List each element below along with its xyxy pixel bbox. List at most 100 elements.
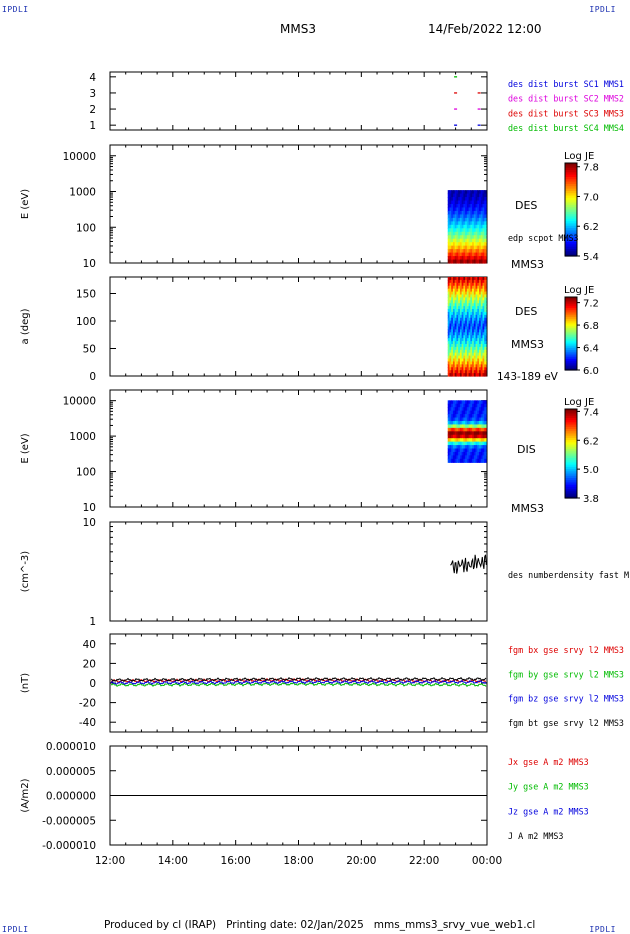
heatmap-cell — [463, 361, 466, 365]
panel-frame-4 — [109, 389, 488, 508]
heatmap-cell — [475, 320, 478, 325]
heatmap-cell — [465, 252, 468, 257]
heatmap-cell — [482, 343, 485, 348]
des-energy-spacecraft: MMS3 — [511, 258, 544, 271]
heatmap-cell — [449, 309, 452, 313]
heatmap-cell — [449, 332, 452, 336]
colorbar-segment — [565, 183, 577, 187]
heatmap-cell — [447, 193, 451, 198]
legend-bfield-4: fgm bt gse srvy l2 MMS3 — [508, 718, 624, 728]
heatmap-cell — [466, 445, 470, 450]
heatmap-cell — [449, 221, 452, 226]
heatmap-cell — [477, 193, 480, 198]
heatmap-cell — [468, 329, 471, 333]
heatmap-cell — [477, 431, 480, 436]
heatmap-cell — [473, 297, 477, 301]
heatmap-cell — [456, 217, 459, 222]
heatmap-cell — [480, 341, 484, 345]
heatmap-cell — [468, 320, 471, 325]
heatmap-cell — [452, 190, 456, 195]
heatmap-cell — [473, 314, 477, 319]
heatmap-cell — [452, 427, 456, 432]
heatmap-cell — [456, 361, 459, 365]
heatmap-cell — [477, 320, 480, 325]
heatmap-cell — [458, 420, 461, 426]
heatmap-cell — [456, 300, 459, 304]
colorbar-segment — [565, 451, 577, 455]
heatmap-cell — [470, 204, 473, 209]
heatmap-cell — [451, 309, 454, 313]
heatmap-cell — [468, 407, 471, 412]
colorbar-tick-label: 7.4 — [583, 407, 599, 418]
heatmap-cell — [484, 207, 487, 212]
density-trace — [450, 554, 487, 574]
legend-current-1: Jx gse A m2 MMS3 — [508, 757, 589, 767]
heatmap-cell — [472, 431, 475, 436]
heatmap-cell — [449, 323, 452, 328]
x-tick-label: 16:00 — [221, 855, 251, 867]
heatmap-cell — [482, 417, 485, 422]
heatmap-cell — [454, 317, 458, 322]
colorbar-segment — [565, 331, 577, 335]
heatmap-cell — [477, 238, 480, 243]
colorbar-segment — [565, 346, 577, 349]
heatmap-cell — [451, 320, 454, 325]
heatmap-cell — [458, 417, 461, 422]
heatmap-cell — [484, 306, 487, 310]
heatmap-cell — [479, 311, 482, 316]
heatmap-cell — [456, 221, 459, 226]
colorbar-segment — [565, 464, 577, 468]
heatmap-cell — [447, 373, 451, 377]
colorbar-segment — [565, 482, 577, 486]
heatmap-cell — [479, 285, 482, 290]
heatmap-cell — [465, 217, 468, 222]
heatmap-cell — [454, 370, 458, 374]
heatmap-cell — [468, 197, 471, 202]
heatmap-cell — [470, 297, 473, 301]
heatmap-cell — [480, 349, 484, 354]
heatmap-cell — [465, 349, 468, 354]
heatmap-cell — [463, 420, 466, 426]
heatmap-cell — [468, 414, 471, 419]
heatmap-cell — [468, 252, 471, 257]
colorbar-segment — [565, 223, 577, 227]
heatmap-cell — [470, 343, 473, 348]
heatmap-cell — [449, 231, 452, 236]
heatmap-cell — [461, 282, 464, 287]
colorbar-segment — [565, 304, 577, 307]
heatmap-cell — [482, 370, 485, 374]
heatmap-cell — [449, 410, 452, 415]
heatmap-cell — [477, 343, 480, 348]
heatmap-cell — [459, 228, 463, 233]
heatmap-cell — [449, 338, 452, 342]
heatmap-cell — [459, 367, 463, 371]
heatmap-cell — [477, 190, 480, 195]
heatmap-cell — [454, 294, 458, 298]
heatmap-cell — [452, 235, 456, 240]
heatmap-cell — [480, 361, 484, 365]
heatmap-cell — [458, 400, 461, 405]
colorbar-segment — [565, 349, 577, 353]
heatmap-cell — [482, 221, 485, 226]
heatmap-cell — [456, 427, 459, 432]
heatmap-cell — [472, 309, 475, 313]
heatmap-cell — [451, 210, 454, 216]
y-axis-label-7: (A/m2) — [20, 778, 31, 812]
heatmap-cell — [454, 303, 458, 307]
heatmap-cell — [454, 335, 458, 339]
heatmap-cell — [482, 420, 485, 426]
heatmap-cell — [458, 197, 461, 202]
colorbar-segment — [565, 411, 577, 415]
heatmap-cell — [472, 445, 475, 450]
heatmap-cell — [470, 200, 473, 205]
heatmap-cell — [459, 458, 463, 463]
heatmap-cell — [458, 370, 461, 374]
heatmap-cell — [459, 341, 463, 345]
header-spacecraft: MMS3 — [280, 22, 316, 36]
heatmap-cell — [477, 259, 480, 264]
heatmap-cell — [449, 361, 452, 365]
heatmap-cell — [454, 279, 458, 284]
heatmap-cell — [447, 221, 451, 226]
heatmap-cell — [480, 303, 484, 307]
heatmap-cell — [456, 279, 459, 284]
